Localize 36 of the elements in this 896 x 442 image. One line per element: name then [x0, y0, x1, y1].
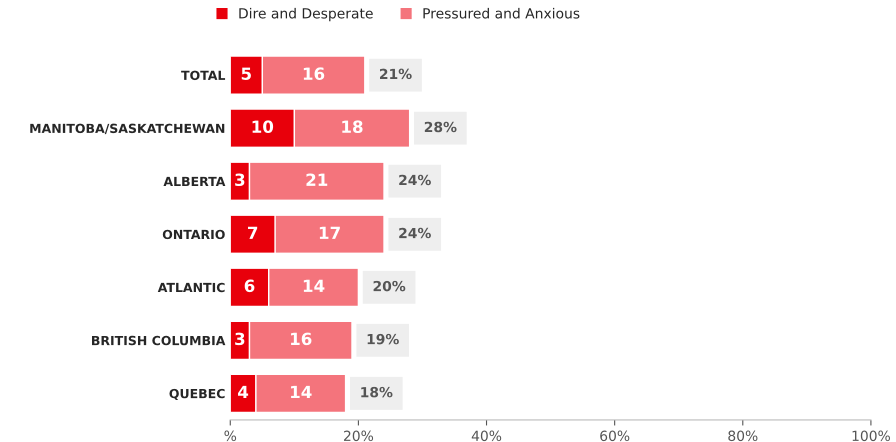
data-label: 3: [235, 173, 244, 186]
data-label: 4: [238, 386, 248, 398]
x-tick-label: 40%: [472, 430, 502, 442]
total-label: 24%: [399, 228, 431, 238]
data-label: 17: [320, 226, 340, 239]
data-label: 16: [304, 67, 324, 80]
data-label: 14: [291, 386, 312, 398]
y-tick-label: MANITOBA/SASKATCHEWAN: [30, 124, 224, 134]
y-tick-label: QUEBEC: [169, 388, 225, 400]
y-tick-label: ALBERTA: [163, 176, 226, 186]
total-label: 28%: [424, 122, 457, 132]
y-tick-label: ATLANTIC: [158, 282, 225, 292]
legend-label: Dire and Desperate: [239, 8, 373, 22]
y-tick-label: ONTARIO: [162, 230, 225, 240]
data-label: 16: [291, 332, 312, 346]
x-tick-label: 100%: [852, 430, 890, 442]
x-tick-label: 60%: [600, 430, 630, 442]
total-label: 19%: [368, 334, 399, 344]
data-label: 10: [252, 120, 274, 134]
total-label: 24%: [399, 174, 431, 186]
y-tick-label: BRITISH COLUMBIA: [92, 336, 226, 346]
data-label: 3: [235, 332, 244, 346]
x-tick-label: 20%: [344, 430, 374, 442]
total-label: 21%: [380, 68, 412, 80]
legend-label: Pressured and Anxious: [423, 8, 580, 19]
data-label: 18: [342, 120, 363, 134]
data-label: 5: [242, 68, 251, 80]
total-label: 20%: [374, 280, 406, 292]
x-tick-label: %: [224, 430, 236, 442]
data-label: 6: [244, 280, 254, 292]
data-label: 14: [304, 280, 324, 292]
total-label: 18%: [361, 386, 392, 398]
x-tick-label: 80%: [728, 430, 758, 442]
data-label: 21: [306, 173, 328, 186]
y-tick-label: TOTAL: [181, 70, 226, 80]
data-label: 7: [248, 226, 258, 239]
